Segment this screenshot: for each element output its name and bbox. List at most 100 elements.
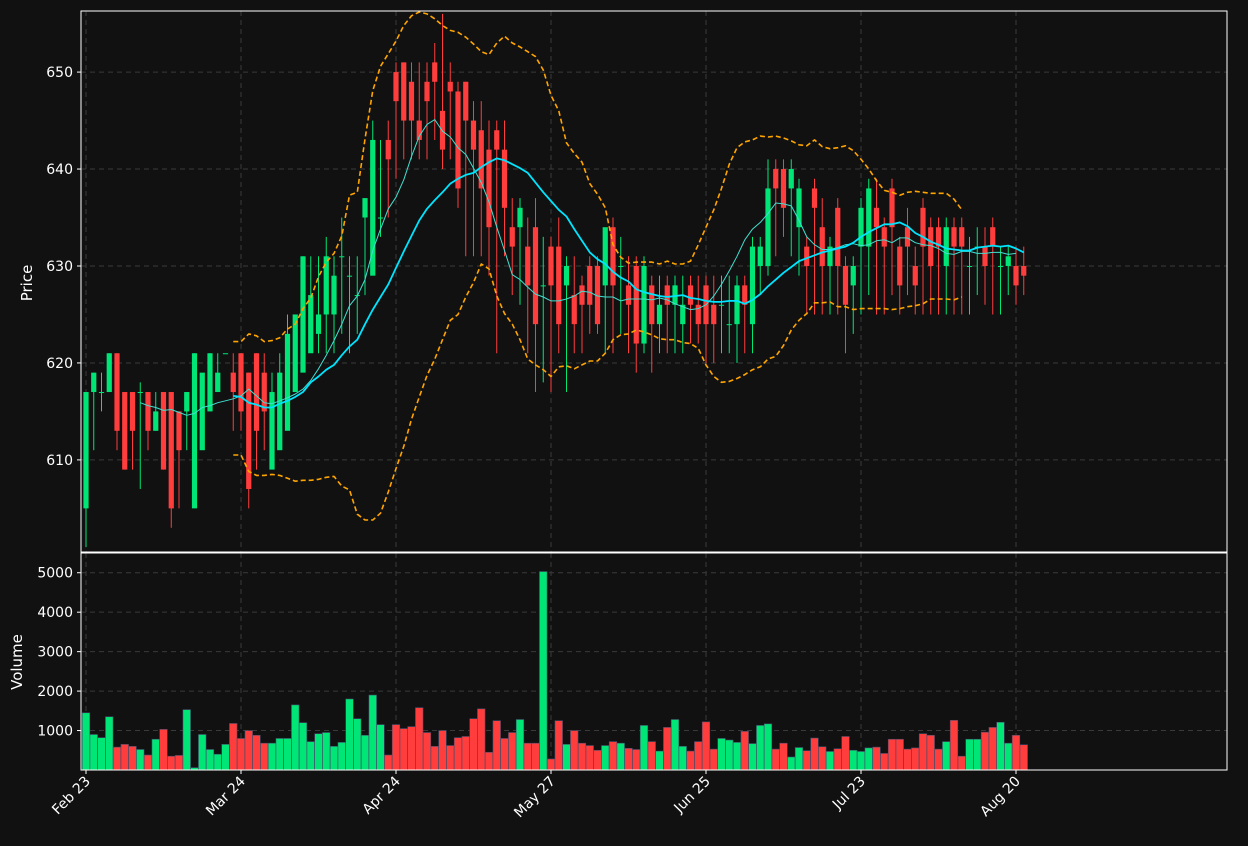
volume-bar — [244, 730, 253, 770]
candle-body — [385, 139, 391, 160]
volume-bar — [105, 716, 114, 770]
candle-body — [835, 207, 841, 266]
candle-body — [858, 207, 864, 247]
candle-body — [215, 372, 221, 393]
volume-bar — [461, 736, 470, 770]
volume-bar — [97, 737, 106, 770]
candle-body — [749, 246, 756, 325]
volume-panel — [81, 571, 1028, 770]
volume-bar — [322, 732, 331, 770]
slow-moving-average-line — [233, 157, 1025, 409]
volume-bar — [934, 748, 943, 770]
volume-bar — [918, 733, 928, 770]
candle-body — [191, 353, 198, 509]
candle-body — [230, 372, 236, 393]
volume-bar — [678, 746, 687, 770]
volume-bar — [391, 724, 401, 770]
volume-bar — [546, 758, 556, 770]
price-panel-frame — [80, 10, 1228, 553]
volume-bar — [880, 753, 889, 770]
volume-axis-label: Volume — [8, 634, 26, 690]
volume-bar — [593, 749, 602, 770]
candle-body — [91, 372, 97, 393]
candle-body — [501, 149, 508, 208]
candle-body — [98, 392, 105, 394]
candle-body — [455, 91, 461, 189]
volume-bar — [926, 734, 935, 770]
volume-bar — [949, 719, 959, 770]
candle-body — [695, 304, 701, 325]
volume-bar — [500, 738, 509, 770]
candle-body — [920, 207, 926, 247]
volume-bar — [438, 730, 447, 770]
candle-body — [726, 324, 732, 326]
volume-bar — [298, 722, 308, 770]
volume-bar — [802, 750, 811, 770]
candle-body — [687, 285, 694, 305]
candle-body — [742, 285, 748, 305]
candle-body — [873, 207, 880, 228]
volume-bar — [577, 742, 587, 770]
candle-body — [866, 188, 872, 247]
candle-body — [587, 265, 593, 305]
candle-body — [881, 227, 887, 247]
candle-body — [997, 265, 1004, 267]
candle-body — [641, 265, 647, 344]
candle-body — [346, 275, 353, 277]
volume-bar — [407, 726, 416, 770]
price-tick-label: 610 — [46, 453, 73, 469]
volume-bar — [779, 742, 788, 770]
volume-bar — [415, 707, 424, 770]
candle-body — [618, 265, 624, 267]
volume-bar — [973, 738, 982, 770]
volume-bar — [748, 743, 757, 770]
volume-bar — [957, 755, 966, 770]
volume-panel-frame — [80, 552, 1228, 771]
volume-bar — [221, 744, 230, 770]
candle-body — [494, 130, 500, 150]
volume-bar — [151, 738, 160, 770]
candle-body — [563, 265, 570, 286]
volume-tick-label: 2000 — [37, 684, 73, 700]
volume-bar — [686, 750, 695, 770]
volume-bar — [732, 742, 742, 770]
candle-body — [478, 130, 484, 189]
candle-body — [401, 62, 407, 121]
candle-body — [525, 246, 531, 286]
candle-body — [734, 285, 740, 325]
volume-bar — [205, 749, 215, 770]
candle-body — [284, 333, 291, 431]
volume-tick-label: 3000 — [37, 645, 73, 661]
volume-bar — [360, 734, 370, 770]
candle-body — [370, 139, 376, 276]
candle-body — [339, 256, 345, 258]
candle-body — [532, 227, 539, 325]
volume-bar — [624, 747, 633, 770]
volume-bar — [794, 747, 804, 770]
candle-body — [904, 227, 911, 247]
candle-body — [757, 246, 763, 266]
candle-body — [594, 265, 601, 325]
candle-body — [184, 392, 190, 412]
volume-bar — [469, 718, 478, 770]
volume-bar — [895, 738, 904, 770]
volume-bar — [655, 750, 664, 770]
volume-bar — [1004, 742, 1013, 770]
volume-bar — [89, 734, 98, 770]
candle-body — [579, 285, 585, 305]
candle-body — [308, 295, 314, 354]
candle-body — [780, 169, 787, 208]
volume-bar — [585, 745, 594, 770]
candle-body — [114, 353, 120, 431]
price-tick-label: 630 — [46, 259, 73, 275]
volume-bar — [701, 721, 711, 770]
volume-bar — [252, 734, 261, 770]
volume-bar — [539, 571, 548, 770]
volume-bar — [601, 745, 610, 770]
volume-bar — [515, 719, 525, 770]
volume-bar — [399, 728, 408, 770]
volume-tick-label: 4000 — [37, 605, 73, 621]
candle-body — [300, 256, 306, 373]
